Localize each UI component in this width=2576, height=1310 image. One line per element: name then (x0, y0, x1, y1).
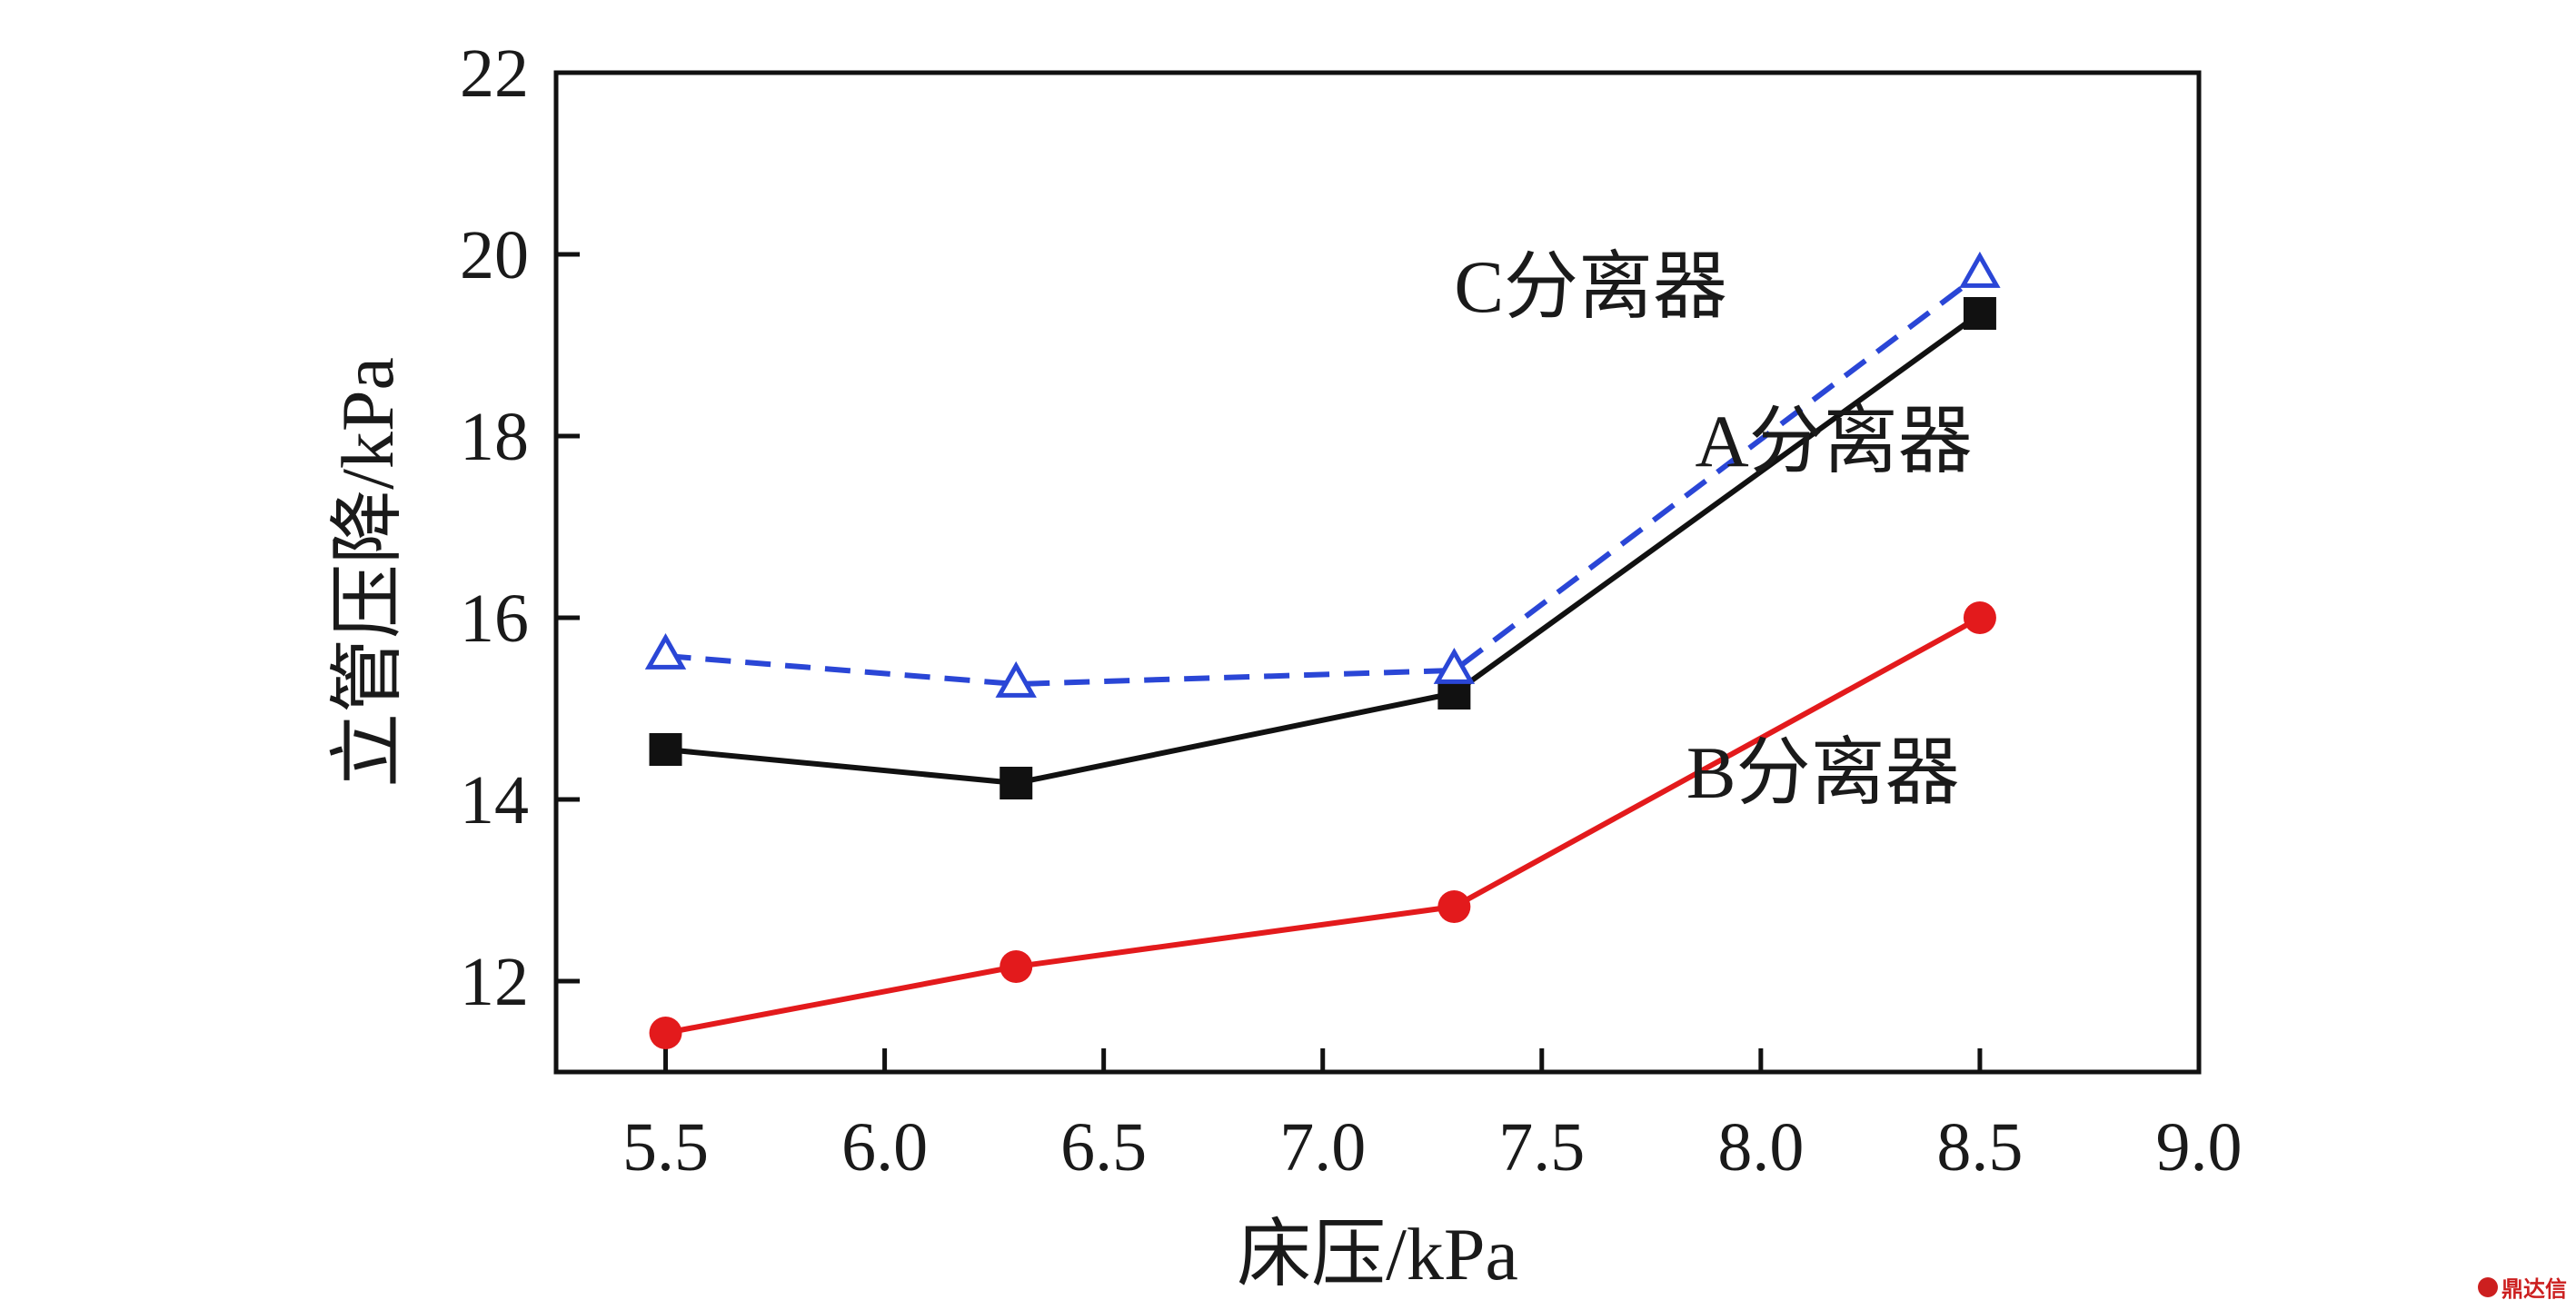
data-point (1963, 601, 1996, 634)
y-tick-label: 22 (460, 35, 529, 112)
y-tick-label: 12 (460, 944, 529, 1020)
series-label: C分离器 (1454, 245, 1727, 328)
data-point (649, 733, 682, 766)
data-point (1433, 647, 1476, 684)
data-point (1963, 297, 1996, 330)
x-tick-label: 8.0 (1717, 1109, 1804, 1186)
x-tick-label: 6.5 (1060, 1109, 1147, 1186)
series-layer (644, 251, 2001, 1049)
x-tick-label: 7.5 (1498, 1109, 1585, 1186)
data-point (649, 1017, 682, 1049)
y-tick-label: 16 (460, 581, 529, 657)
x-tick-label: 9.0 (2156, 1109, 2243, 1186)
data-point (1000, 950, 1033, 983)
y-tick-label: 20 (460, 217, 529, 293)
logo-icon (2478, 1276, 2498, 1297)
plot-frame (553, 70, 2202, 1075)
series-line (664, 615, 1982, 1036)
x-tick-label: 5.5 (622, 1109, 709, 1186)
y-tick-label: 18 (460, 399, 529, 475)
series-label: B分离器 (1686, 731, 1960, 814)
x-axis-title: 床压/kPa (1237, 1213, 1518, 1295)
data-point (644, 632, 687, 670)
y-tick-label: 14 (460, 762, 529, 839)
y-axis-title: 立管压降/kPa (326, 357, 409, 788)
x-tick-label: 7.0 (1279, 1109, 1366, 1186)
watermark-text: 鼎达信 (2501, 1276, 2567, 1302)
series-label: A分离器 (1696, 400, 1973, 482)
data-point (1437, 890, 1471, 923)
watermark: 鼎达信 (2478, 1271, 2567, 1303)
x-tick-label: 6.0 (841, 1109, 928, 1186)
x-tick-label: 8.5 (1936, 1109, 2023, 1186)
series-line (665, 311, 1982, 786)
labels-layer: 5.5 6.0 6.5 7.0 7.5 8.0 8.5 9.0 12 14 16 18 20 22 A分离器… (460, 35, 2243, 1186)
data-point (1959, 251, 2001, 288)
ticks-layer (556, 70, 2202, 1072)
series-line (665, 272, 1982, 687)
data-point (995, 660, 1037, 698)
data-point (1000, 767, 1033, 799)
